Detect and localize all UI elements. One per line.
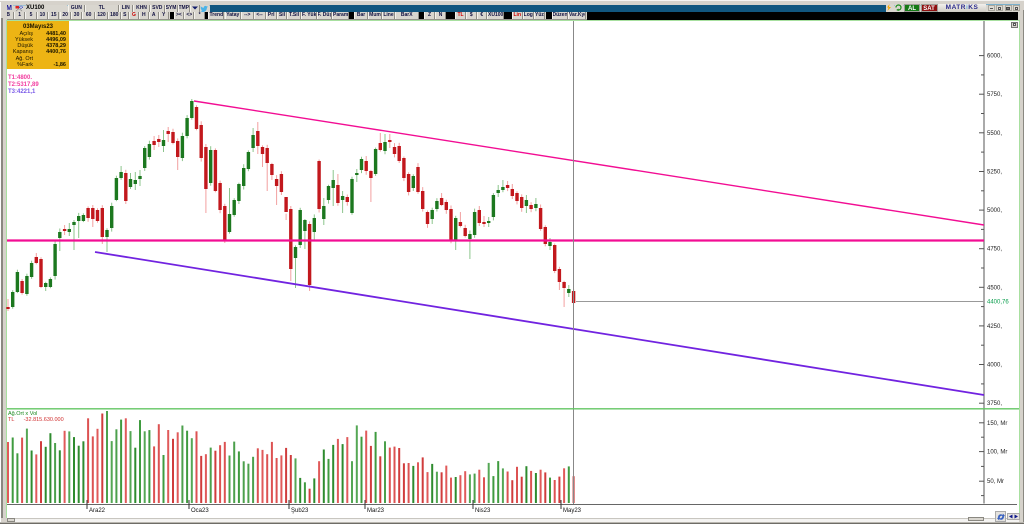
svg-text:150, Mr: 150, Mr <box>987 421 1007 427</box>
svg-text:5000,: 5000, <box>987 208 1002 214</box>
svg-text:50, Mr: 50, Mr <box>987 479 1004 485</box>
svg-text:4250,: 4250, <box>987 324 1002 330</box>
svg-text:5750,: 5750, <box>987 92 1002 98</box>
svg-text:Mar23: Mar23 <box>367 508 385 514</box>
svg-text:100, Mr: 100, Mr <box>987 450 1007 456</box>
svg-text:5250,: 5250, <box>987 170 1002 176</box>
svg-text:Ara22: Ara22 <box>89 508 106 514</box>
svg-text:Nis23: Nis23 <box>475 508 491 514</box>
svg-text:6000,: 6000, <box>987 54 1002 60</box>
svg-text:5500,: 5500, <box>987 131 1002 137</box>
svg-text:4500,: 4500, <box>987 285 1002 291</box>
svg-text:Oca23: Oca23 <box>191 508 209 514</box>
svg-text:May23: May23 <box>563 508 582 514</box>
svg-text:4400,76: 4400,76 <box>987 300 1009 306</box>
svg-text:3750,: 3750, <box>987 401 1002 407</box>
svg-text:4750,: 4750, <box>987 247 1002 253</box>
svg-text:Şub23: Şub23 <box>291 508 309 514</box>
svg-text:4000,: 4000, <box>987 363 1002 369</box>
